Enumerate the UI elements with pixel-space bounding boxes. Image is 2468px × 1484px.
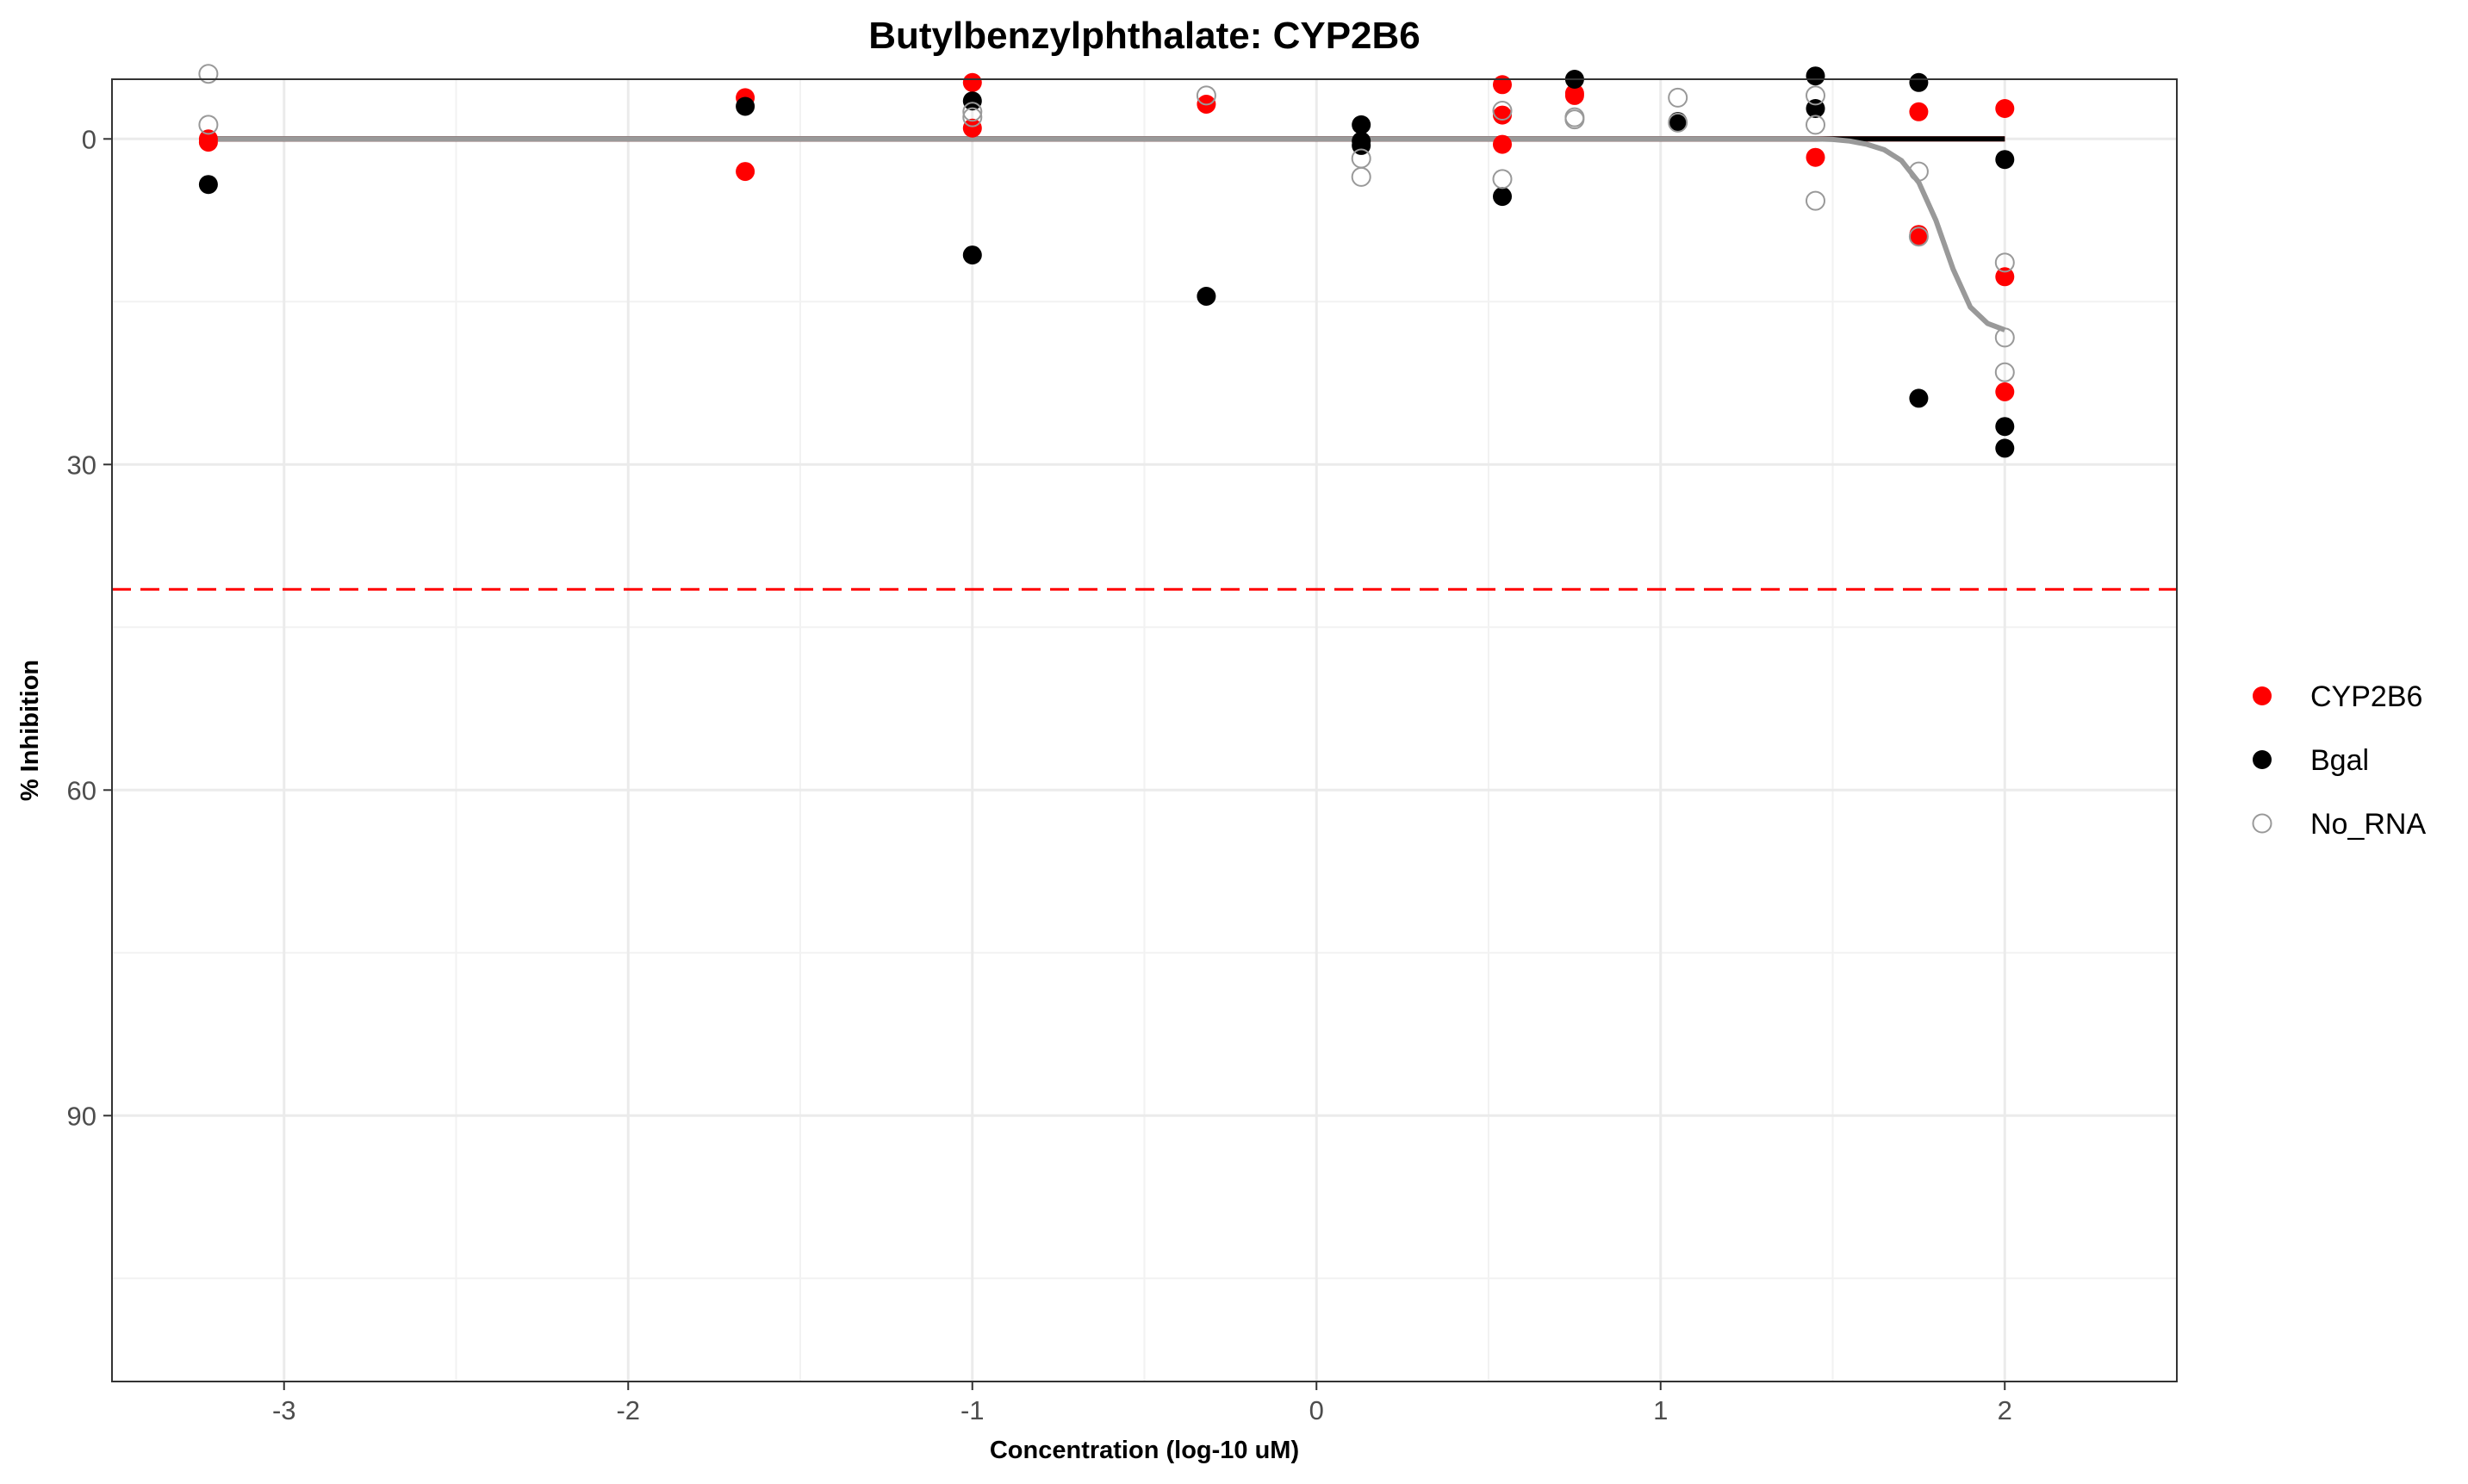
- data-point-no_rna: [1994, 362, 2015, 382]
- data-point-bgal: [1197, 287, 1216, 306]
- data-point-cyp2b6: [198, 133, 218, 152]
- legend-label-cyp2b6: CYP2B6: [2310, 680, 2422, 713]
- data-point-bgal: [1995, 417, 2015, 437]
- y-tick-label: 60: [67, 775, 96, 805]
- legend-key-no_rna: [2252, 813, 2272, 834]
- data-point-cyp2b6: [1909, 102, 1929, 121]
- data-point-no_rna: [198, 64, 219, 84]
- data-point-bgal: [1995, 150, 2015, 170]
- x-tick-label: -3: [272, 1395, 296, 1425]
- data-point-no_rna: [1668, 112, 1688, 133]
- data-point-bgal: [1806, 66, 1825, 86]
- data-point-cyp2b6: [1995, 99, 2015, 118]
- data-point-bgal: [962, 91, 982, 111]
- legend-key-bgal: [2253, 750, 2272, 769]
- legend-key-cyp2b6: [2253, 686, 2272, 705]
- y-tick-label: 90: [67, 1101, 96, 1131]
- data-point-no_rna: [198, 115, 219, 135]
- legend-label-bgal: Bgal: [2310, 744, 2369, 777]
- data-point-bgal: [1995, 438, 2015, 458]
- data-point-bgal: [1668, 112, 1688, 132]
- data-point-no_rna: [962, 107, 983, 127]
- data-point-bgal: [198, 175, 218, 195]
- data-point-bgal: [962, 245, 982, 265]
- x-axis-title: Concentration (log-10 uM): [990, 1437, 1299, 1464]
- data-point-cyp2b6: [1493, 75, 1512, 95]
- data-point-bgal: [1352, 115, 1371, 134]
- x-tick-label: -1: [960, 1395, 985, 1425]
- data-point-no_rna: [1564, 109, 1585, 130]
- data-point-bgal: [1909, 72, 1929, 92]
- data-point-no_rna: [1994, 327, 2015, 348]
- data-point-bgal: [736, 96, 755, 116]
- data-point-no_rna: [1492, 101, 1513, 121]
- data-point-no_rna: [1994, 252, 2015, 273]
- legend: CYP2B6 Bgal No_RNA: [2252, 680, 2426, 841]
- data-point-no_rna: [1196, 85, 1216, 106]
- data-point-no_rna: [1806, 115, 1825, 135]
- data-point-no_rna: [1908, 161, 1929, 182]
- data-point-bgal: [1493, 187, 1512, 207]
- y-tick-label: 0: [82, 124, 96, 154]
- x-tick-label: -2: [616, 1395, 640, 1425]
- x-tick-label: 2: [1998, 1395, 2012, 1425]
- data-point-cyp2b6: [1995, 382, 2015, 401]
- data-point-no_rna: [1908, 227, 1929, 247]
- data-point-cyp2b6: [962, 72, 982, 92]
- data-point-cyp2b6: [1493, 134, 1512, 154]
- data-points: [198, 64, 2015, 458]
- x-tick-label: 1: [1653, 1395, 1668, 1425]
- data-point-cyp2b6: [962, 118, 982, 138]
- x-tick-label: 0: [1309, 1395, 1324, 1425]
- legend-label-no_rna: No_RNA: [2310, 808, 2426, 841]
- chart-title: Butylbenzylphthalate: CYP2B6: [868, 15, 1420, 57]
- fit-curve-no_rna: [208, 136, 2006, 332]
- data-point-no_rna: [1806, 85, 1825, 106]
- data-point-cyp2b6: [1909, 227, 1929, 246]
- data-point-no_rna: [1351, 166, 1371, 187]
- data-point-cyp2b6: [1493, 105, 1512, 125]
- data-point-cyp2b6: [1806, 147, 1825, 167]
- data-point-cyp2b6: [736, 162, 755, 182]
- data-point-cyp2b6: [1995, 267, 2015, 287]
- grid-lines: [112, 79, 2177, 1382]
- data-point-no_rna: [1492, 169, 1513, 189]
- data-point-cyp2b6: [1564, 84, 1584, 103]
- data-point-no_rna: [1806, 190, 1825, 211]
- y-tick-label: 30: [67, 450, 96, 480]
- y-axis-title: % Inhibition: [16, 660, 44, 801]
- data-point-no_rna: [962, 102, 983, 122]
- fit-curves: [208, 136, 2006, 332]
- data-point-no_rna: [1668, 87, 1688, 108]
- panel-border: [111, 78, 2178, 1382]
- axis-ticks: -3 -2 -1 0 1 2 0 30 60 90: [67, 124, 2012, 1425]
- data-point-bgal: [1909, 388, 1929, 408]
